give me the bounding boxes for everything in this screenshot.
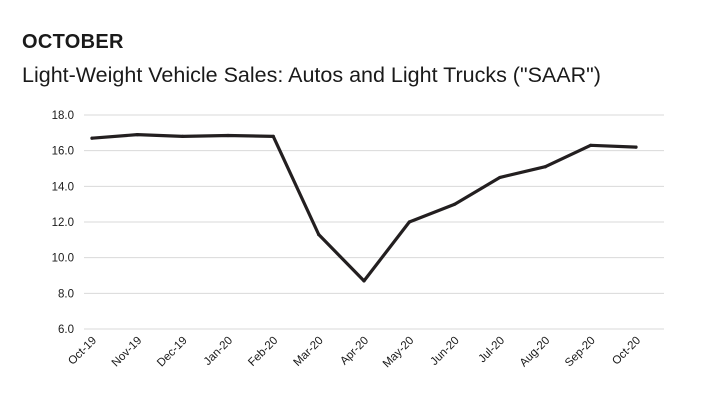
data-point <box>226 133 230 138</box>
y-tick-label: 18.0 <box>52 110 74 122</box>
x-tick-label: Jun-20 <box>428 335 461 368</box>
y-tick-label: 14.0 <box>52 181 74 193</box>
x-tick-label: Jan-20 <box>202 335 235 368</box>
y-tick-label: 16.0 <box>52 146 74 158</box>
data-point <box>543 165 547 169</box>
x-tick-label: May-20 <box>381 335 417 371</box>
x-tick-label: Jul-20 <box>476 335 507 366</box>
data-point <box>317 232 321 237</box>
data-point <box>453 202 457 206</box>
x-tick-label: Apr-20 <box>338 335 371 368</box>
chart-title: Light-Weight Vehicle Sales: Autos and Li… <box>22 63 601 87</box>
y-tick-label: 12.0 <box>52 217 74 229</box>
data-point <box>589 143 593 147</box>
x-tick-label: Nov-19 <box>110 335 145 370</box>
y-tick-label: 6.0 <box>58 324 74 336</box>
x-tick-label: Oct-20 <box>610 335 643 368</box>
x-tick-label: Feb-20 <box>246 335 280 369</box>
x-tick-label: Sep-20 <box>563 335 598 370</box>
data-point <box>407 220 411 224</box>
x-tick-label: Aug-20 <box>518 335 553 370</box>
data-point <box>135 133 139 137</box>
data-point <box>634 145 638 149</box>
chart-eyebrow: OCTOBER <box>22 31 124 53</box>
x-axis-ticks: Oct-19 Nov-19 Dec-19 Jan-20 Feb-20 Mar-20 Apr-… <box>66 335 643 371</box>
series-layer <box>90 133 638 283</box>
y-axis-ticks: 6.0 8.0 10.0 12.0 14.0 16.0 18.0 <box>52 110 74 336</box>
data-point <box>362 279 366 283</box>
y-tick-label: 8.0 <box>58 288 74 300</box>
x-tick-label: Oct-19 <box>66 335 99 368</box>
x-tick-label: Mar-20 <box>292 335 326 369</box>
data-point <box>498 175 502 180</box>
series-line <box>90 133 638 283</box>
data-point <box>271 134 275 138</box>
y-tick-label: 10.0 <box>52 253 74 265</box>
gridlines <box>84 114 664 330</box>
data-point <box>181 134 185 138</box>
x-tick-label: Dec-19 <box>155 335 190 370</box>
data-point <box>90 136 94 140</box>
